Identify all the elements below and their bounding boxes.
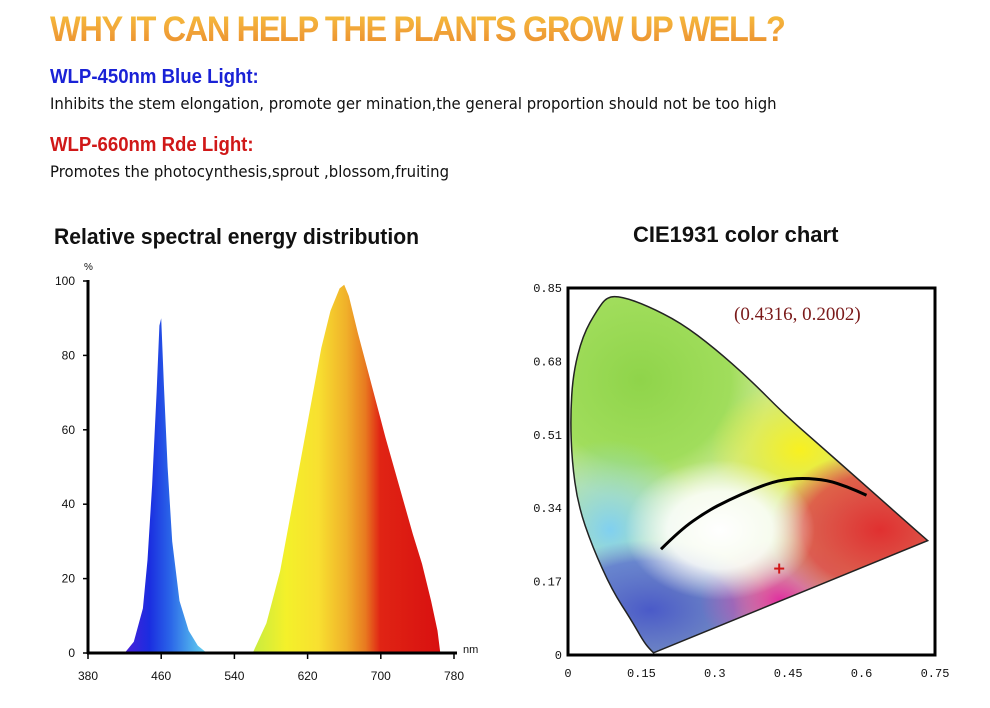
- spectral-x-tick-label: 700: [371, 669, 391, 683]
- cie-y-tick-label: 0.85: [533, 282, 562, 296]
- spectral-chart-title: Relative spectral energy distribution: [54, 224, 420, 249]
- cie-chart: 0 0.17 0.34 0.51 0.68 0.85 0 0.15 0.3 0.45 0.6 0.7…: [533, 282, 950, 681]
- chromaticity-coordinate-label: (0.4316, 0.2002): [734, 304, 861, 325]
- spectral-y-tick-label: 40: [62, 497, 76, 511]
- spectral-x-tick-label: 620: [298, 669, 318, 683]
- cie-x-tick-label: 0: [564, 667, 571, 681]
- spectral-y-tick-label: 0: [68, 646, 75, 660]
- cie-x-tick-label: 0.6: [851, 667, 873, 681]
- spectral-y-tick-label: 100: [55, 274, 75, 288]
- cie-spectral-locus: [570, 295, 930, 654]
- cie-plot-frame: [566, 286, 937, 657]
- cie-x-tick-label: 0.3: [704, 667, 726, 681]
- spectral-y-tick-label: 20: [62, 572, 76, 586]
- spectral-y-tick-label: 80: [62, 348, 76, 362]
- blue-peak-area: [124, 318, 207, 653]
- cie-x-tick-label: 0.45: [774, 667, 803, 681]
- spectral-x-tick-label: 460: [151, 669, 171, 683]
- cie-y-tick-label: 0.17: [533, 576, 562, 590]
- blue-light-heading: WLP-450nm Blue Light:: [50, 66, 259, 88]
- cie-x-tick-label: 0.75: [921, 667, 950, 681]
- spectral-x-tick-label: 780: [444, 669, 464, 683]
- cie-x-tick-label: 0.15: [627, 667, 656, 681]
- red-light-description: Promotes the photocynthesis,sprout ,blos…: [50, 162, 450, 181]
- cie-y-tick-label: 0.34: [533, 502, 562, 516]
- spectral-x-unit: nm: [463, 644, 478, 656]
- red-light-heading: WLP-660nm Rde Light:: [50, 134, 254, 156]
- spectral-x-tick-label: 540: [224, 669, 244, 683]
- red-peak-area: [252, 284, 441, 653]
- planckian-locus-curve: [659, 477, 868, 551]
- page-title: WHY IT CAN HELP THE PLANTS GROW UP WELL?: [50, 10, 878, 50]
- cie-y-tick-label: 0.68: [533, 355, 562, 369]
- cie-chart-title: CIE1931 color chart: [633, 222, 839, 247]
- blue-light-description: Inhibits the stem elongation, promote ge…: [50, 94, 777, 113]
- spectral-y-unit: %: [84, 262, 93, 273]
- spectral-x-tick-label: 380: [78, 669, 98, 683]
- spectral-chart: 0 20 40 60 80 100 380 460 540 620 700 780 % nm: [55, 262, 478, 683]
- chromaticity-point-marker: [774, 563, 785, 574]
- spectral-y-tick-label: 60: [62, 423, 76, 437]
- cie-y-tick-label: 0.51: [533, 429, 562, 443]
- cie-y-tick-label: 0: [555, 649, 562, 663]
